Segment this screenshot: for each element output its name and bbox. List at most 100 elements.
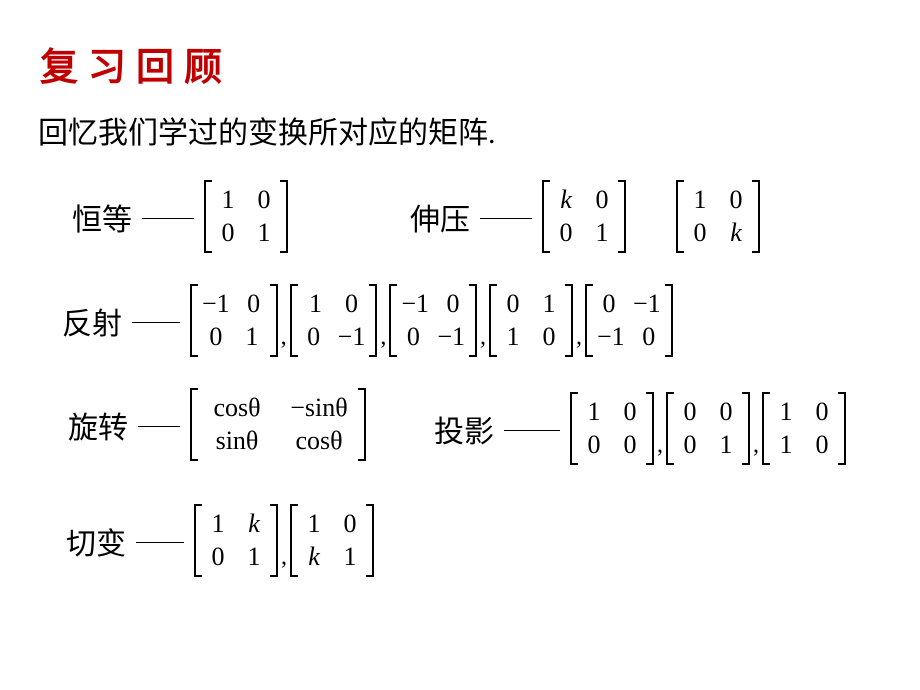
matrix-row: sinθcosθ: [202, 425, 354, 458]
matrix-cell: 1: [240, 321, 264, 354]
matrix-cell: 0: [597, 288, 621, 321]
bracket-right: [665, 284, 673, 357]
matrix-cells: 100k: [684, 180, 752, 253]
matrix-cells: cosθ −sinθsinθcosθ: [198, 388, 358, 461]
connector-line: [142, 218, 194, 219]
bracket-right: [270, 284, 278, 357]
bracket-left: [542, 180, 550, 253]
matrix-cell: 0: [501, 288, 525, 321]
transform-label: 投影: [434, 407, 494, 451]
matrix-row: 00: [582, 429, 642, 462]
matrix-group: 1000,0001,1010: [570, 392, 846, 465]
connector-line: [480, 218, 532, 219]
transform-row: 反射−1001,100−1,−100−1,0110,0−1−10: [62, 284, 673, 357]
matrix-cell: 0: [714, 396, 738, 429]
subtitle-text: 回忆我们学过的变换所对应的矩阵: [38, 117, 488, 150]
matrix-cell: cosθ: [202, 392, 272, 425]
matrix: cosθ −sinθsinθcosθ: [190, 388, 366, 461]
matrix-cell: 0: [338, 508, 362, 541]
matrix-cells: 0001: [674, 392, 742, 465]
matrix-row: 01: [216, 217, 276, 250]
matrix-row: 10: [774, 429, 834, 462]
matrix-row: 10: [302, 508, 362, 541]
matrix-row: 10: [216, 184, 276, 217]
matrix-cell: k: [724, 217, 748, 250]
matrix-row: k1: [302, 541, 362, 574]
matrix-cell: 0: [678, 429, 702, 462]
matrix: 100k: [676, 180, 760, 253]
matrix-cells: −100−1: [397, 284, 469, 357]
bracket-left: [190, 388, 198, 461]
matrix-cell: 0: [252, 184, 276, 217]
matrix-cell: −sinθ: [284, 392, 354, 425]
matrix-cell: 1: [501, 321, 525, 354]
bracket-right: [618, 180, 626, 253]
comma: ,: [377, 324, 389, 357]
matrix: 100−1: [290, 284, 378, 357]
transform-row: 旋转cosθ−sinθsinθcosθ: [68, 388, 366, 461]
matrix-row: −10: [401, 288, 465, 321]
bracket-left: [762, 392, 770, 465]
bracket-right: [358, 388, 366, 461]
bracket-left: [194, 504, 202, 577]
matrix-cell: −1: [202, 288, 230, 321]
bracket-right: [565, 284, 573, 357]
bracket-left: [666, 392, 674, 465]
comma: ,: [573, 324, 585, 357]
matrix-cell: 1: [688, 184, 712, 217]
matrix: 1000: [570, 392, 654, 465]
matrix-row: 01: [202, 321, 266, 354]
matrix-row: 0−1: [302, 321, 366, 354]
matrix-group: 1k01,10k1: [194, 504, 374, 577]
comma: ,: [477, 324, 489, 357]
matrix-cell: 1: [252, 217, 276, 250]
matrix-cells: 0110: [497, 284, 565, 357]
matrix-cell: −1: [633, 288, 661, 321]
comma: ,: [278, 324, 290, 357]
bracket-left: [190, 284, 198, 357]
bracket-left: [585, 284, 593, 357]
matrix-row: 10: [501, 321, 561, 354]
matrix-cell: 1: [537, 288, 561, 321]
bracket-right: [366, 504, 374, 577]
matrix-cell: 0: [206, 541, 230, 574]
matrix: 10k1: [290, 504, 374, 577]
matrix: 0110: [489, 284, 573, 357]
matrix-cell: 1: [302, 508, 326, 541]
matrix-cells: −1 001: [198, 284, 270, 357]
connector-line: [504, 430, 560, 431]
matrix: 1k01: [194, 504, 278, 577]
transform-label: 恒等: [72, 195, 132, 239]
comma: ,: [654, 432, 666, 465]
bracket-left: [489, 284, 497, 357]
matrix-cells: k001: [550, 180, 618, 253]
matrix-cell: k: [302, 541, 326, 574]
matrix-cell: 0: [688, 217, 712, 250]
matrix-row: 00: [678, 396, 738, 429]
matrix-cell: 1: [338, 541, 362, 574]
bracket-right: [646, 392, 654, 465]
matrix-cell: 1: [774, 396, 798, 429]
matrix-cell: −1: [401, 288, 429, 321]
matrix-cell: 1: [582, 396, 606, 429]
matrix-cells: 100−1: [298, 284, 370, 357]
matrix-row: cosθ −sinθ: [202, 392, 354, 425]
matrix-row: 0−1: [401, 321, 465, 354]
matrix-row: 10: [774, 396, 834, 429]
bracket-right: [369, 284, 377, 357]
matrix-cell: 1: [206, 508, 230, 541]
connector-line: [136, 542, 184, 543]
matrix-row: −1 0: [202, 288, 266, 321]
matrix-row: k0: [554, 184, 614, 217]
matrix: −1 001: [190, 284, 278, 357]
matrix-cell: 0: [537, 321, 561, 354]
matrix-cell: 0: [340, 288, 364, 321]
matrix: 0001: [666, 392, 750, 465]
matrix-cell: 0: [242, 288, 266, 321]
matrix: −100−1: [389, 284, 477, 357]
matrix-row: 01: [678, 429, 738, 462]
matrix: 1001: [204, 180, 288, 253]
subtitle-period: .: [488, 117, 496, 150]
matrix-cells: 1010: [770, 392, 838, 465]
bracket-left: [570, 392, 578, 465]
